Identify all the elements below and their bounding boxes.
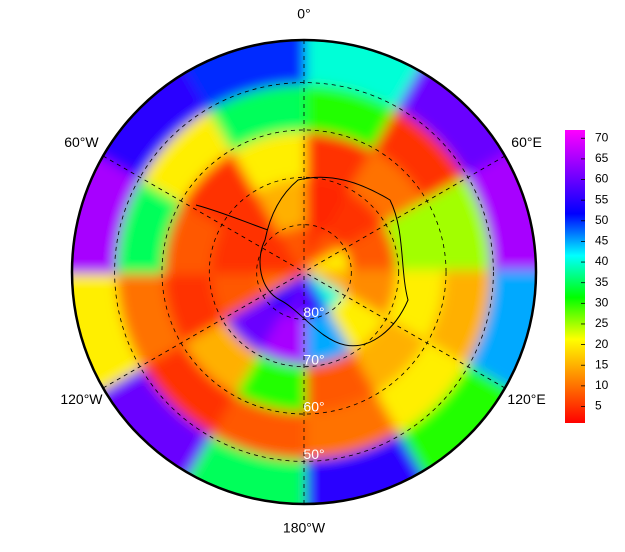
colorbar-tick-label: 10 <box>595 378 609 392</box>
lon-label: 0° <box>297 6 310 22</box>
lat-circle <box>208 176 400 368</box>
colorbar-tick-label: 5 <box>595 399 602 413</box>
graticule <box>102 40 506 504</box>
meridian <box>303 271 506 389</box>
colorbar-tick-label: 20 <box>595 337 609 351</box>
lat-label: 70° <box>303 351 324 367</box>
lat-circle <box>161 129 447 415</box>
colorbar-tick-label: 15 <box>595 357 609 371</box>
lat-label: 60° <box>303 399 324 415</box>
lon-label: 180°W <box>283 520 326 536</box>
meridian <box>303 155 506 273</box>
colorbar: 5 10 15 20 25 30 35 40 45 50 55 60 65 70 <box>565 130 609 423</box>
colorbar-tick-label: 55 <box>595 192 609 206</box>
colorbar-tick-label: 45 <box>595 234 609 248</box>
colorbar-tick-label: 35 <box>595 275 609 289</box>
colorbar-tick-label: 50 <box>595 213 609 227</box>
colorbar-scale <box>565 130 585 423</box>
colorbar-tick-label: 40 <box>595 254 609 268</box>
lat-label: 80° <box>303 304 324 320</box>
meridian <box>102 271 305 389</box>
colorbar-tick-label: 65 <box>595 151 609 165</box>
lon-label: 120°W <box>60 391 103 407</box>
lat-label: 50° <box>303 446 324 462</box>
lon-label: 60°E <box>511 134 542 150</box>
lon-label: 60°W <box>64 134 99 150</box>
coastline <box>195 176 409 347</box>
colorbar-tick-label: 60 <box>595 172 609 186</box>
colorbar-tick-label: 70 <box>595 130 609 144</box>
labels: 80° 70° 60° 50° 0° 60°E 120°E 180°W 120°W 60°W <box>60 6 545 536</box>
colorbar-tick-label: 25 <box>595 316 609 330</box>
lon-label: 120°E <box>507 391 545 407</box>
map-border <box>70 38 538 506</box>
colorbar-tick-label: 30 <box>595 295 609 309</box>
meridian <box>102 155 305 273</box>
